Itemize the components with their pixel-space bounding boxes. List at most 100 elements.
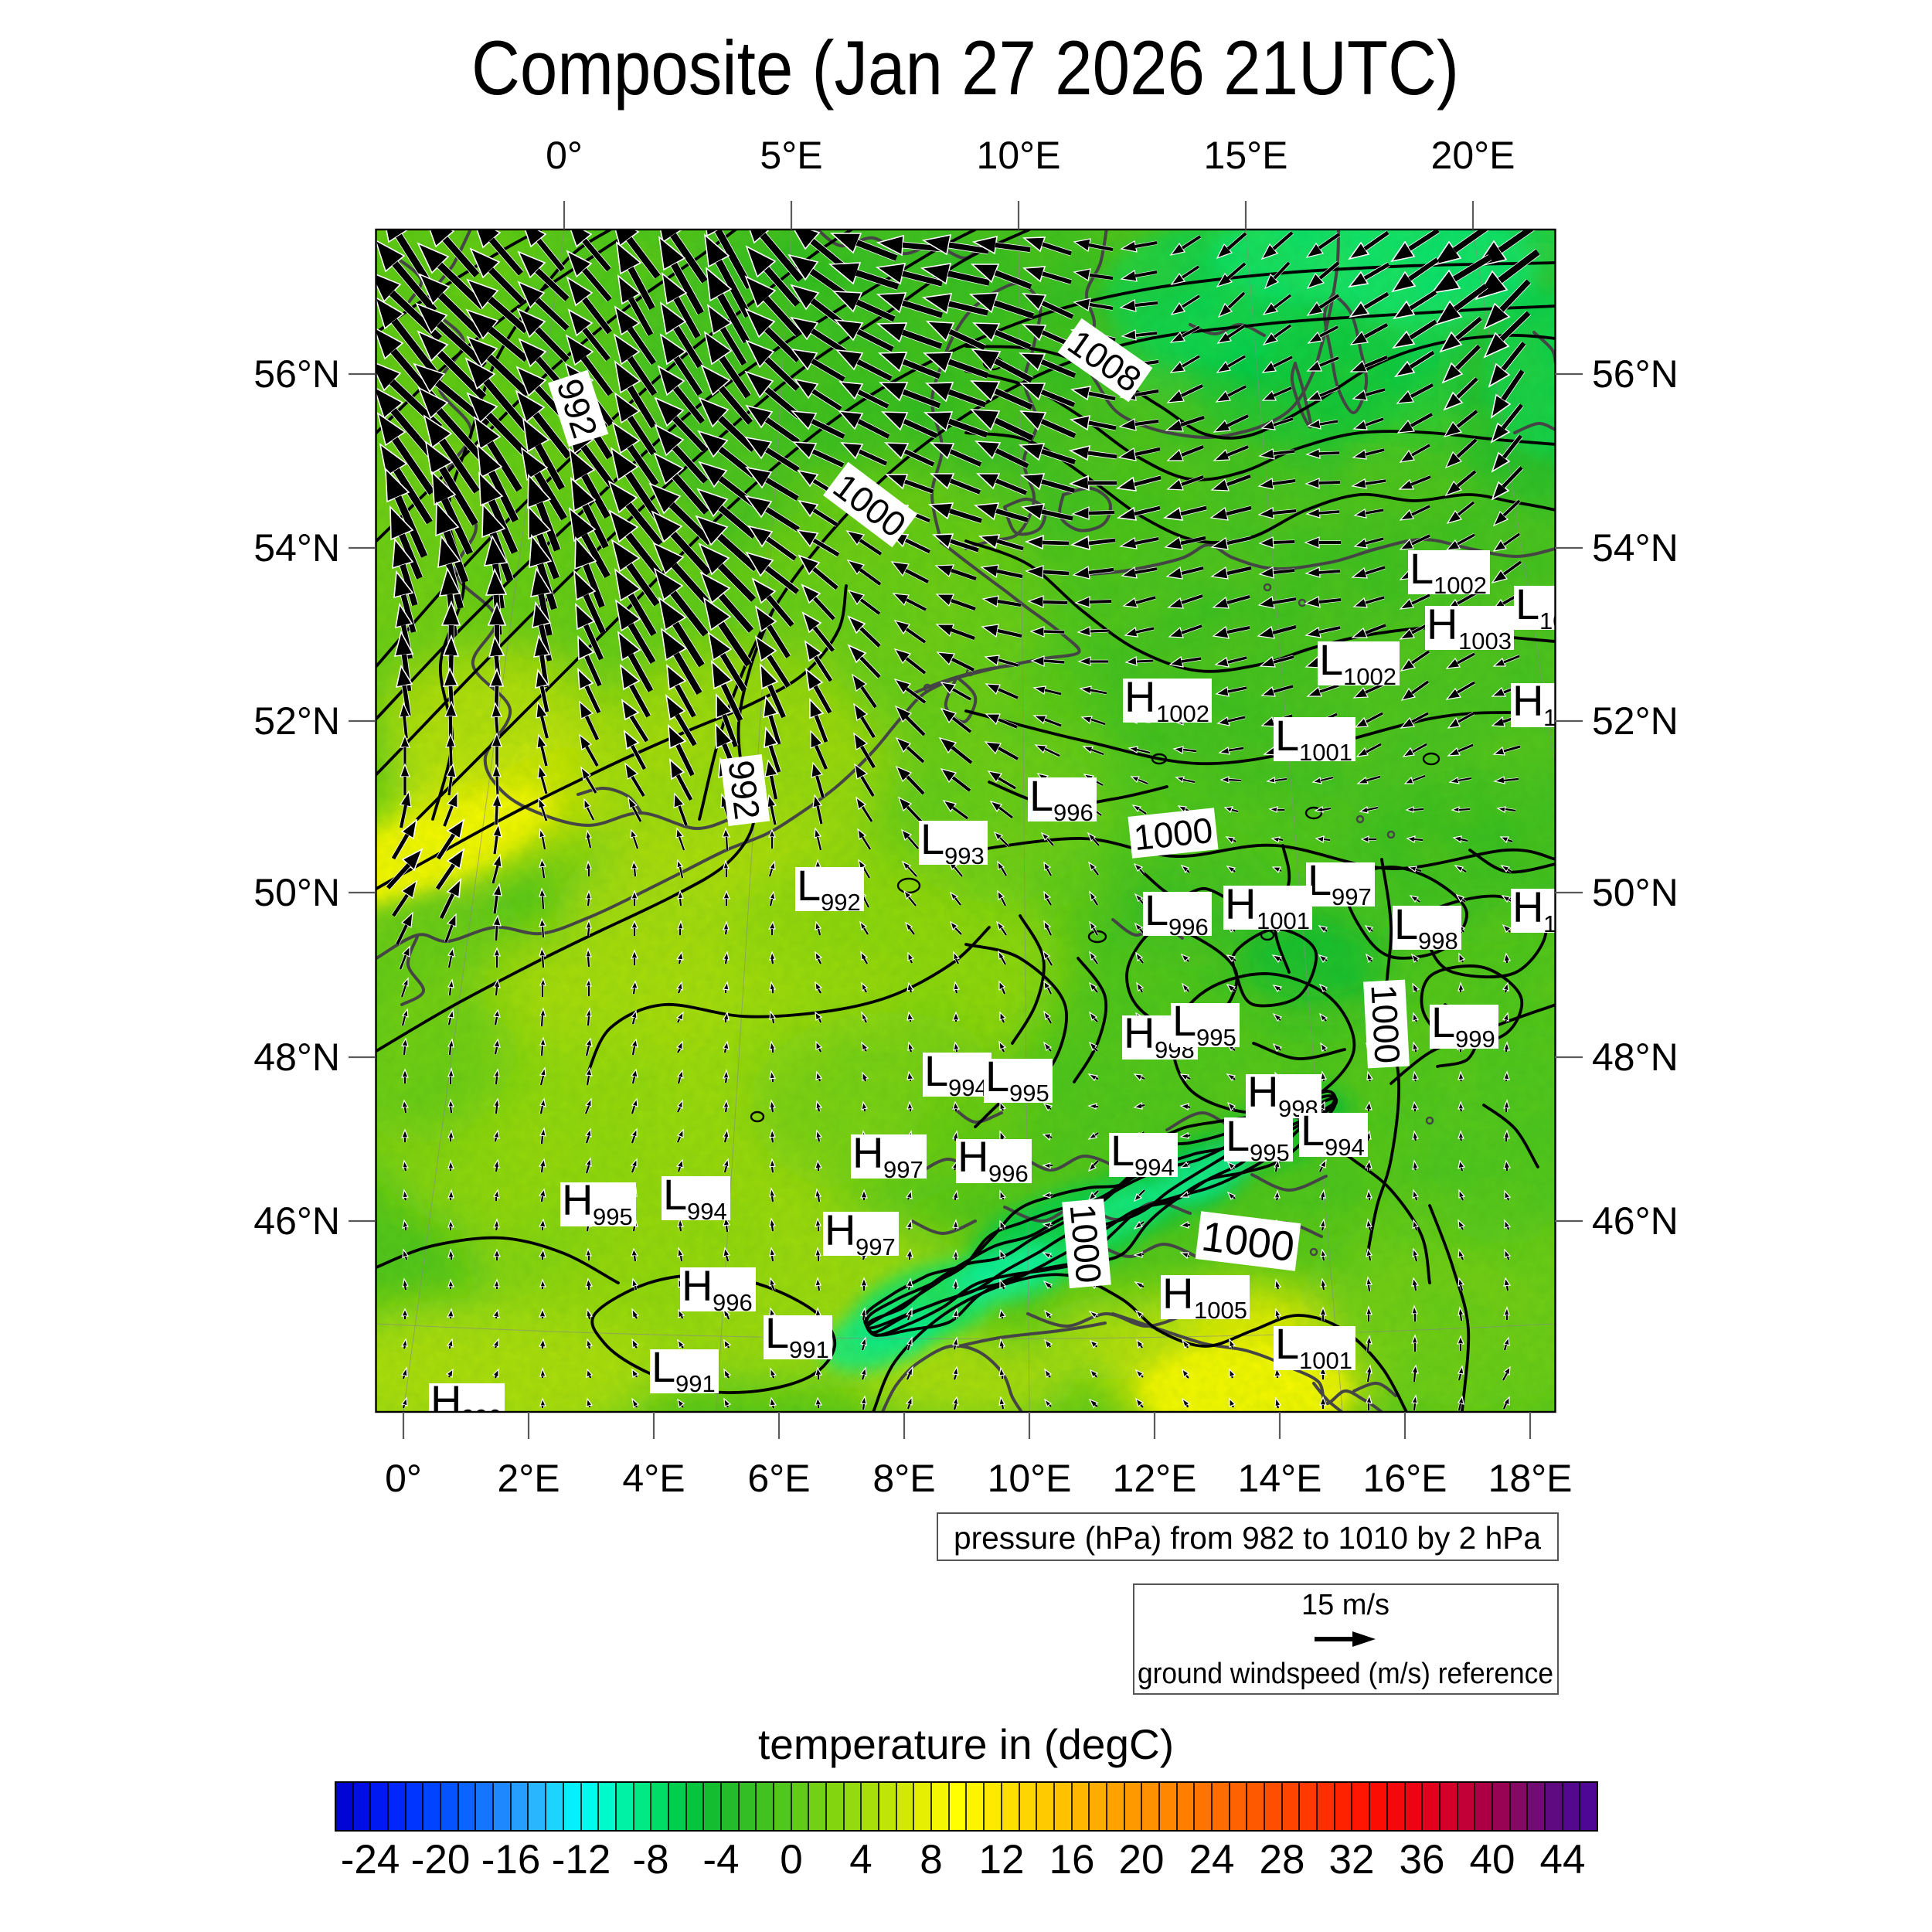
svg-text:L: L [663,1170,687,1219]
svg-text:L: L [1410,544,1434,593]
svg-text:H: H [562,1175,593,1224]
svg-text:L: L [1145,886,1168,934]
svg-text:H: H [852,1128,883,1177]
svg-text:991: 991 [675,1370,716,1397]
svg-text:L: L [797,861,821,910]
svg-text:H: H [430,1376,461,1425]
svg-text:L: L [1172,996,1196,1045]
svg-text:16: 16 [1049,1837,1095,1883]
svg-text:5°E: 5°E [760,134,822,177]
svg-text:993: 993 [944,842,985,869]
svg-text:50°N: 50°N [253,871,340,914]
svg-text:H: H [1427,600,1458,648]
svg-text:994: 994 [1134,1154,1175,1181]
svg-text:20: 20 [1119,1837,1165,1883]
svg-text:-16: -16 [481,1837,541,1883]
svg-text:H: H [825,1206,855,1254]
svg-text:8°E: 8°E [872,1457,935,1500]
svg-text:48°N: 48°N [1592,1036,1679,1079]
svg-text:6°E: 6°E [747,1457,810,1500]
svg-text:10°E: 10°E [988,1457,1072,1500]
svg-text:4: 4 [849,1837,872,1883]
svg-text:1002: 1002 [1434,572,1487,599]
svg-text:-24: -24 [341,1837,400,1883]
svg-text:52°N: 52°N [253,699,340,743]
svg-text:L: L [1275,1319,1299,1368]
svg-text:997: 997 [883,1156,923,1183]
svg-text:14°E: 14°E [1238,1457,1322,1500]
svg-text:10: 10 [1543,704,1570,731]
svg-text:15 m/s: 15 m/s [1301,1589,1389,1621]
svg-text:994: 994 [948,1074,988,1101]
svg-text:L: L [1029,771,1053,820]
svg-text:44: 44 [1540,1837,1586,1883]
svg-text:1002: 1002 [1156,700,1209,727]
svg-text:28: 28 [1260,1837,1305,1883]
svg-text:-12: -12 [552,1837,611,1883]
svg-text:16°E: 16°E [1363,1457,1447,1500]
svg-text:997: 997 [855,1233,896,1260]
svg-text:995: 995 [593,1203,633,1230]
svg-text:1000: 1000 [1363,984,1407,1065]
svg-text:1005: 1005 [1194,1297,1247,1324]
svg-text:12: 12 [979,1837,1025,1883]
svg-text:995: 995 [1009,1080,1049,1107]
svg-text:1001: 1001 [1257,907,1310,934]
svg-text:L: L [765,1308,789,1357]
svg-text:992: 992 [821,889,861,916]
svg-text:H: H [682,1261,713,1310]
svg-text:4°E: 4°E [622,1457,685,1500]
svg-text:H: H [1162,1269,1193,1318]
svg-text:L: L [651,1342,675,1391]
svg-text:15°E: 15°E [1204,134,1288,177]
svg-text:24: 24 [1189,1837,1235,1883]
svg-text:46°N: 46°N [253,1199,340,1243]
svg-text:994: 994 [687,1198,727,1225]
svg-text:56°N: 56°N [253,352,340,396]
svg-text:H: H [1247,1067,1278,1116]
svg-text:-4: -4 [702,1837,739,1883]
svg-text:L: L [1111,1126,1134,1175]
svg-text:L: L [1515,580,1539,628]
svg-text:L: L [1319,635,1343,684]
svg-text:L: L [1301,1106,1325,1155]
svg-text:0°: 0° [385,1457,422,1500]
svg-text:994: 994 [1325,1134,1365,1161]
svg-text:12°E: 12°E [1113,1457,1197,1500]
svg-text:H: H [957,1132,988,1181]
svg-text:18°E: 18°E [1488,1457,1573,1500]
svg-text:54°N: 54°N [1592,526,1679,570]
svg-text:1000: 1000 [1199,1213,1298,1270]
svg-text:ground windspeed (m/s) referen: ground windspeed (m/s) reference [1138,1658,1553,1690]
svg-text:996: 996 [1053,799,1094,826]
svg-text:-8: -8 [632,1837,668,1883]
svg-text:992: 992 [721,758,768,822]
svg-text:991: 991 [789,1336,829,1363]
svg-text:H: H [1124,672,1155,721]
svg-text:996: 996 [461,1404,502,1431]
svg-text:10°E: 10°E [977,134,1061,177]
svg-text:995: 995 [1196,1024,1236,1051]
svg-text:H: H [1124,1009,1155,1057]
svg-text:999: 999 [1455,1026,1495,1053]
svg-text:0: 0 [780,1837,802,1883]
svg-text:995: 995 [1250,1139,1290,1166]
svg-text:998: 998 [1418,927,1458,954]
svg-text:40: 40 [1470,1837,1515,1883]
svg-text:H: H [1512,883,1543,931]
svg-text:10: 10 [1539,607,1566,634]
svg-text:L: L [985,1052,1009,1100]
svg-text:1002: 1002 [1343,663,1396,690]
svg-text:2°E: 2°E [497,1457,560,1500]
svg-text:0°: 0° [546,134,583,177]
svg-text:20°E: 20°E [1431,134,1515,177]
svg-text:56°N: 56°N [1592,352,1679,396]
svg-text:L: L [924,1046,948,1095]
svg-text:1003: 1003 [1458,628,1512,655]
svg-text:52°N: 52°N [1592,699,1679,743]
svg-text:54°N: 54°N [253,526,340,570]
svg-text:-20: -20 [411,1837,471,1883]
svg-text:L: L [1226,1111,1250,1160]
svg-text:L: L [1394,900,1418,948]
svg-text:Composite (Jan 27 2026 21UTC): Composite (Jan 27 2026 21UTC) [471,25,1459,111]
